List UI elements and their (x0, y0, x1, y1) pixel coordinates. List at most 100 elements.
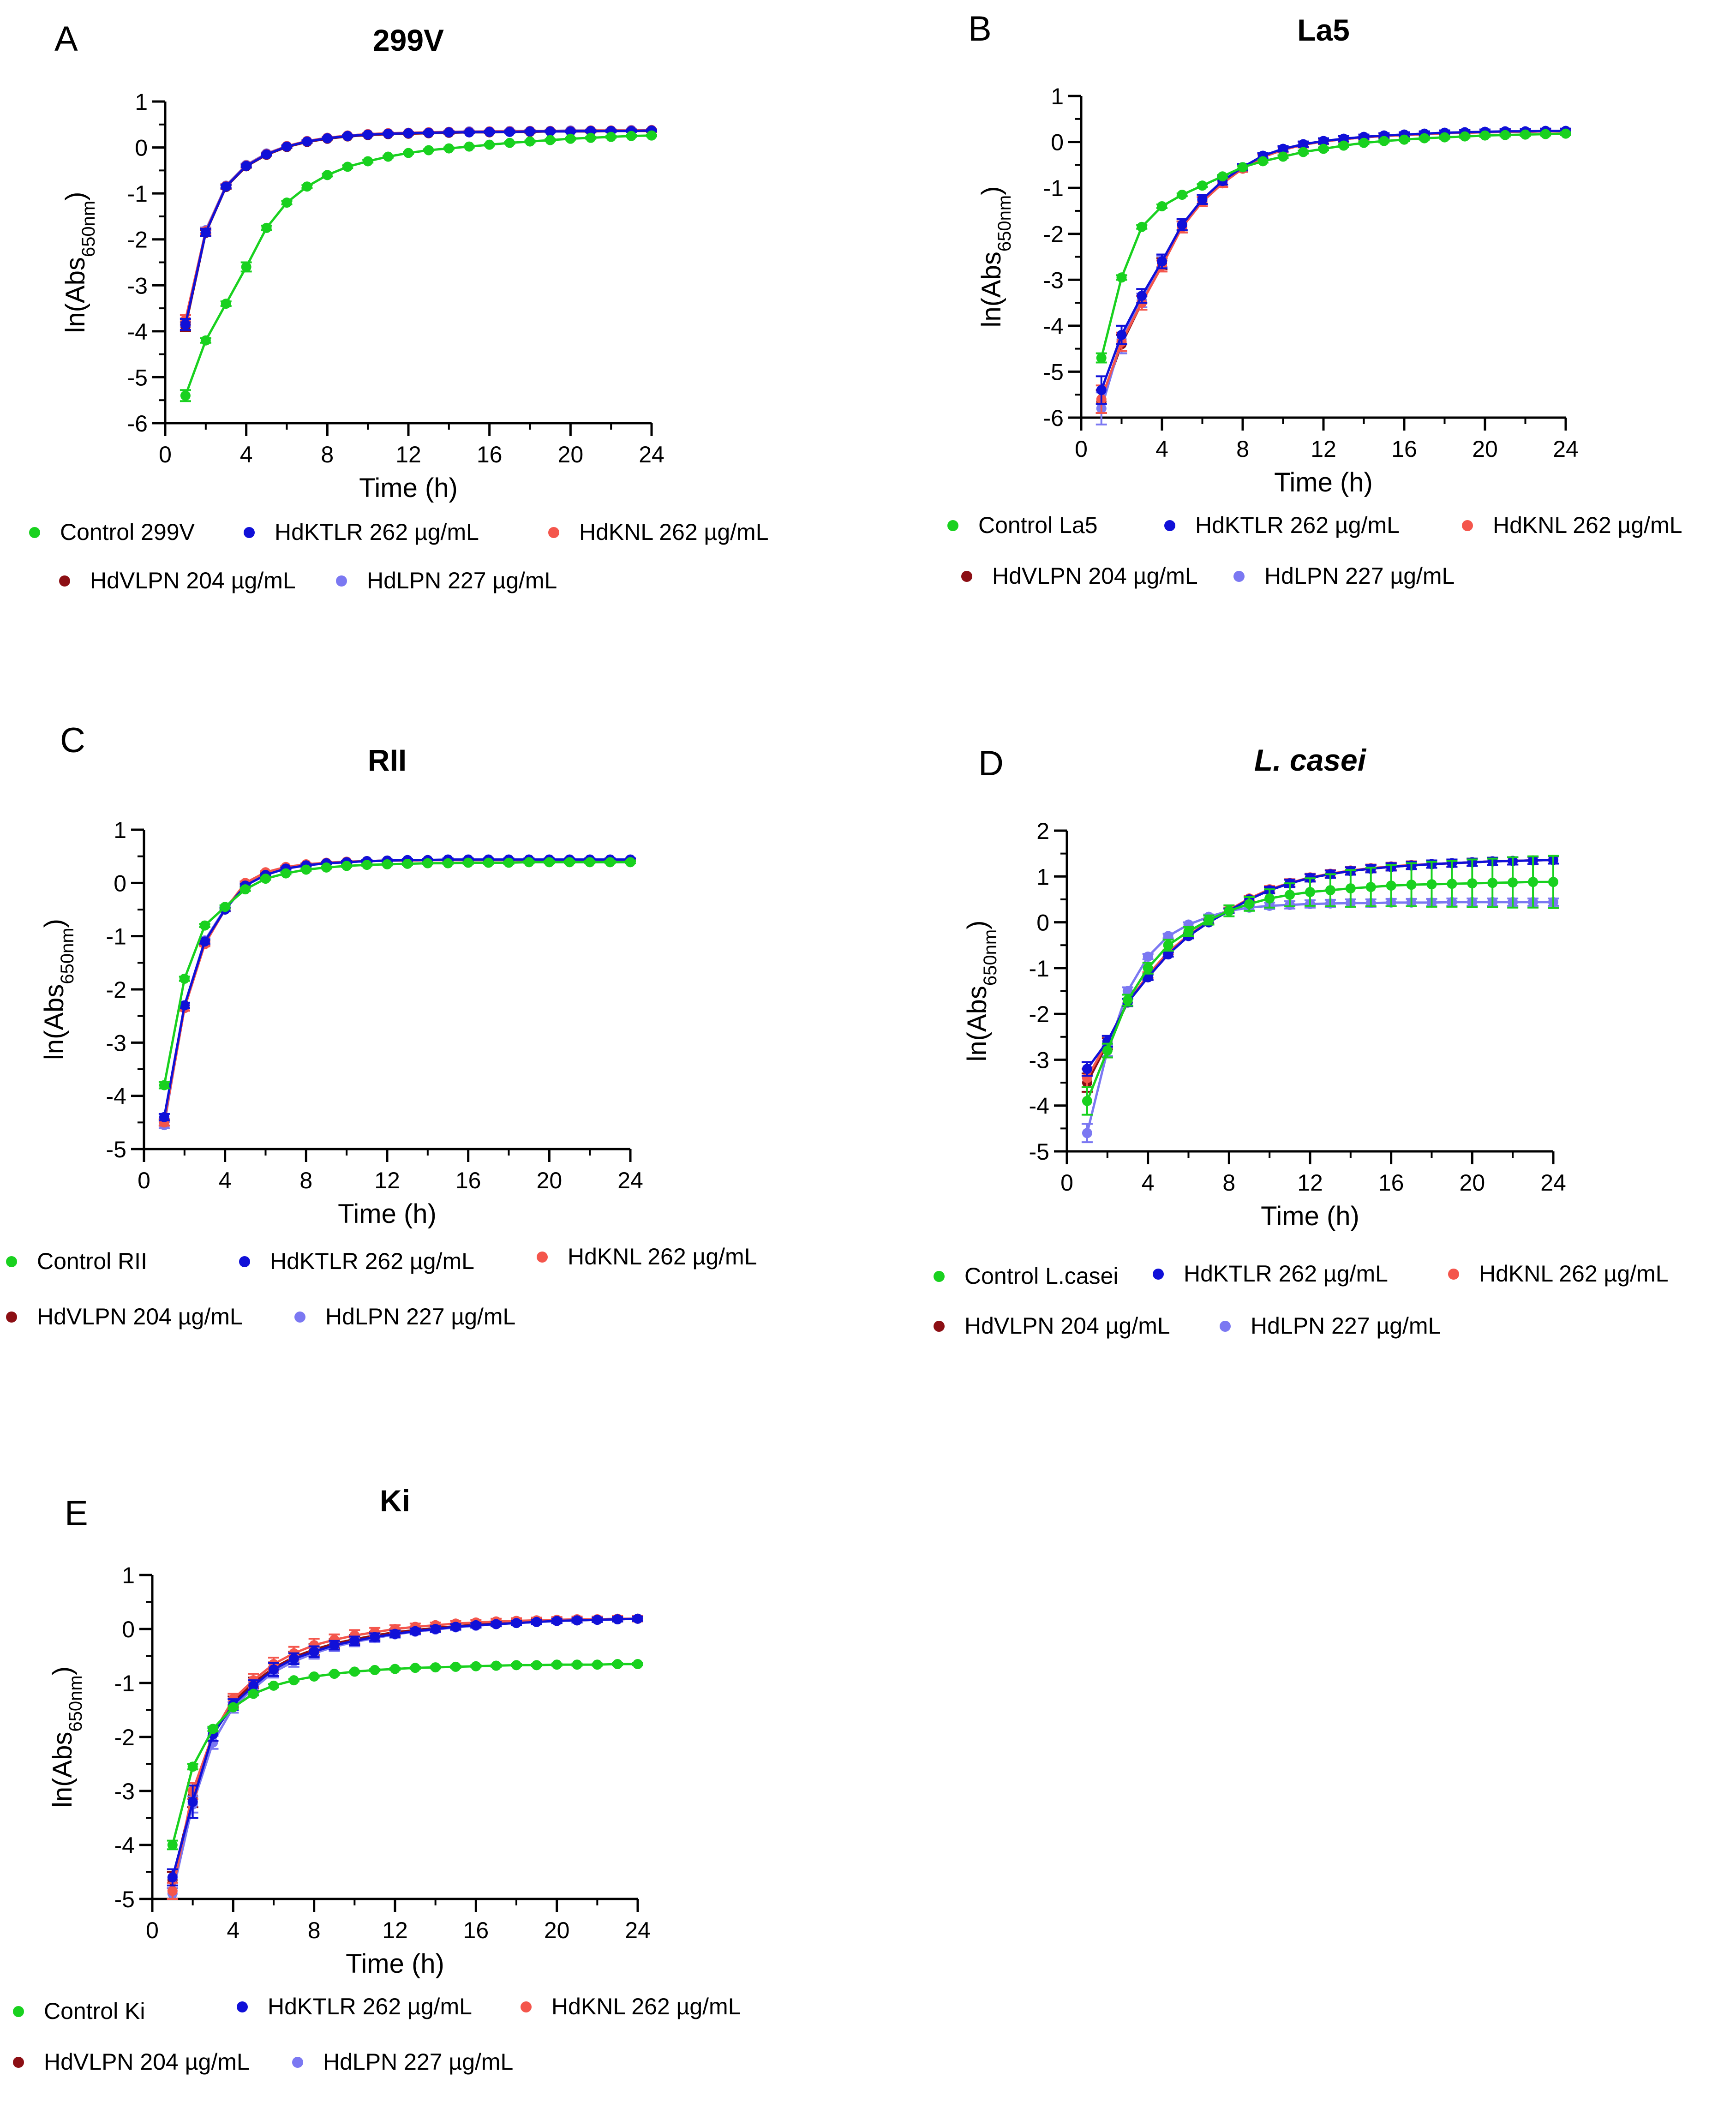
data-point (1467, 878, 1478, 889)
data-point (1278, 151, 1288, 162)
data-point (1116, 329, 1127, 340)
y-tick-label: 0 (114, 870, 126, 896)
series-line (171, 1617, 638, 1891)
y-axis-label: ln(Abs650nm) (60, 192, 99, 333)
x-axis-label: Time (h) (346, 1949, 444, 1979)
y-tick-label: -1 (106, 924, 126, 950)
data-point (1480, 130, 1490, 141)
data-point (1122, 986, 1133, 996)
legend-marker (947, 520, 958, 531)
data-point (572, 1659, 582, 1670)
panel-title: RII (368, 743, 407, 777)
data-point (423, 145, 434, 156)
legend-label: HdLPN 227 µg/mL (325, 1304, 515, 1329)
x-axis-label: Time (h) (1261, 1201, 1359, 1231)
data-point (1426, 879, 1437, 890)
data-point (187, 1761, 198, 1772)
y-tick-label: 2 (1036, 818, 1049, 844)
data-point (301, 864, 311, 875)
series-line (1086, 859, 1554, 1084)
data-point (1244, 898, 1255, 909)
x-tick-label: 20 (1460, 1170, 1485, 1196)
x-tick-label: 20 (537, 1168, 563, 1193)
data-point (228, 1702, 239, 1713)
data-point (504, 126, 515, 137)
x-tick-label: 24 (1553, 436, 1579, 462)
legend-label: HdKTLR 262 µg/mL (1184, 1261, 1388, 1287)
legend-marker (1153, 1269, 1164, 1280)
data-point (612, 1614, 623, 1624)
data-point (551, 1616, 562, 1626)
data-point (309, 1647, 319, 1657)
legend-label: HdVLPN 204 µg/mL (964, 1313, 1170, 1339)
panel-title: Ki (380, 1484, 410, 1518)
x-tick-label: 20 (558, 442, 584, 467)
data-point (208, 1724, 218, 1734)
data-point (329, 1640, 340, 1651)
series-HdVLPN (1095, 126, 1571, 414)
data-point (1183, 926, 1194, 937)
panel-C: C RII -5 -4 -3 -2 -1 0 1 0 4 8 12 16 20 24 Time (h) ln(Ab… (6, 721, 757, 1329)
data-point (180, 319, 191, 329)
data-point (626, 131, 637, 141)
data-point (1520, 129, 1531, 140)
y-tick-label: -4 (114, 1833, 135, 1858)
x-tick-label: 8 (308, 1917, 321, 1943)
data-point (605, 857, 616, 868)
legend-marker (521, 2001, 532, 2012)
panel-A: A 299V -6 -5 -4 -3 -2 -1 0 1 0 4 8 12 16 20 24 Time (h) ln… (29, 19, 769, 593)
series-HdVLPN (167, 1613, 643, 1889)
legend-marker (239, 1256, 250, 1267)
legend-label: HdVLPN 204 µg/mL (44, 2049, 250, 2075)
legend-marker (59, 575, 70, 587)
x-tick-label: 0 (1075, 436, 1088, 462)
data-point (220, 902, 230, 912)
series-HdKNL (180, 125, 657, 325)
data-point (281, 868, 291, 879)
y-tick-label: 0 (135, 135, 148, 161)
data-point (1137, 222, 1147, 232)
data-point (383, 128, 394, 139)
x-tick-label: 24 (617, 1168, 643, 1193)
data-point (1163, 940, 1173, 951)
data-point (545, 135, 556, 145)
data-point (1143, 972, 1153, 982)
data-point (180, 390, 191, 401)
legend-label: Control RII (37, 1248, 147, 1274)
legend-marker (934, 1321, 945, 1332)
y-tick-label: 1 (1051, 84, 1064, 109)
data-point (261, 222, 272, 233)
data-point (403, 128, 413, 138)
data-point (1163, 931, 1173, 941)
x-tick-label: 0 (1060, 1170, 1073, 1196)
data-point (167, 1886, 178, 1896)
legend-marker (29, 527, 40, 538)
legend-marker (1233, 571, 1245, 582)
data-point (1460, 131, 1470, 142)
data-point (383, 151, 394, 162)
data-point (1447, 879, 1457, 889)
panel-letter-C: C (60, 721, 85, 760)
y-tick-label: -1 (1029, 956, 1049, 982)
data-point (491, 1619, 502, 1629)
series-HdKTLR (1081, 855, 1559, 1077)
x-tick-label: 8 (299, 1168, 312, 1193)
legend-label: HdVLPN 204 µg/mL (992, 563, 1198, 589)
data-point (1163, 949, 1173, 960)
legend-label: Control L.casei (964, 1263, 1119, 1289)
data-point (1264, 893, 1275, 904)
legend-label: HdKTLR 262 µg/mL (270, 1248, 474, 1274)
panel-title: La5 (1297, 13, 1350, 47)
y-tick-label: -3 (114, 1779, 135, 1804)
data-point (1122, 995, 1133, 1006)
x-tick-label: 24 (1540, 1170, 1566, 1196)
data-point (471, 1620, 481, 1630)
series-HdLPN (158, 854, 636, 1131)
series-line (184, 129, 652, 325)
data-point (1157, 201, 1167, 211)
legend-marker (961, 571, 972, 582)
legend-label: HdKNL 262 µg/mL (1479, 1261, 1669, 1287)
panel-letter-D: D (978, 744, 1004, 783)
data-point (430, 1662, 441, 1673)
